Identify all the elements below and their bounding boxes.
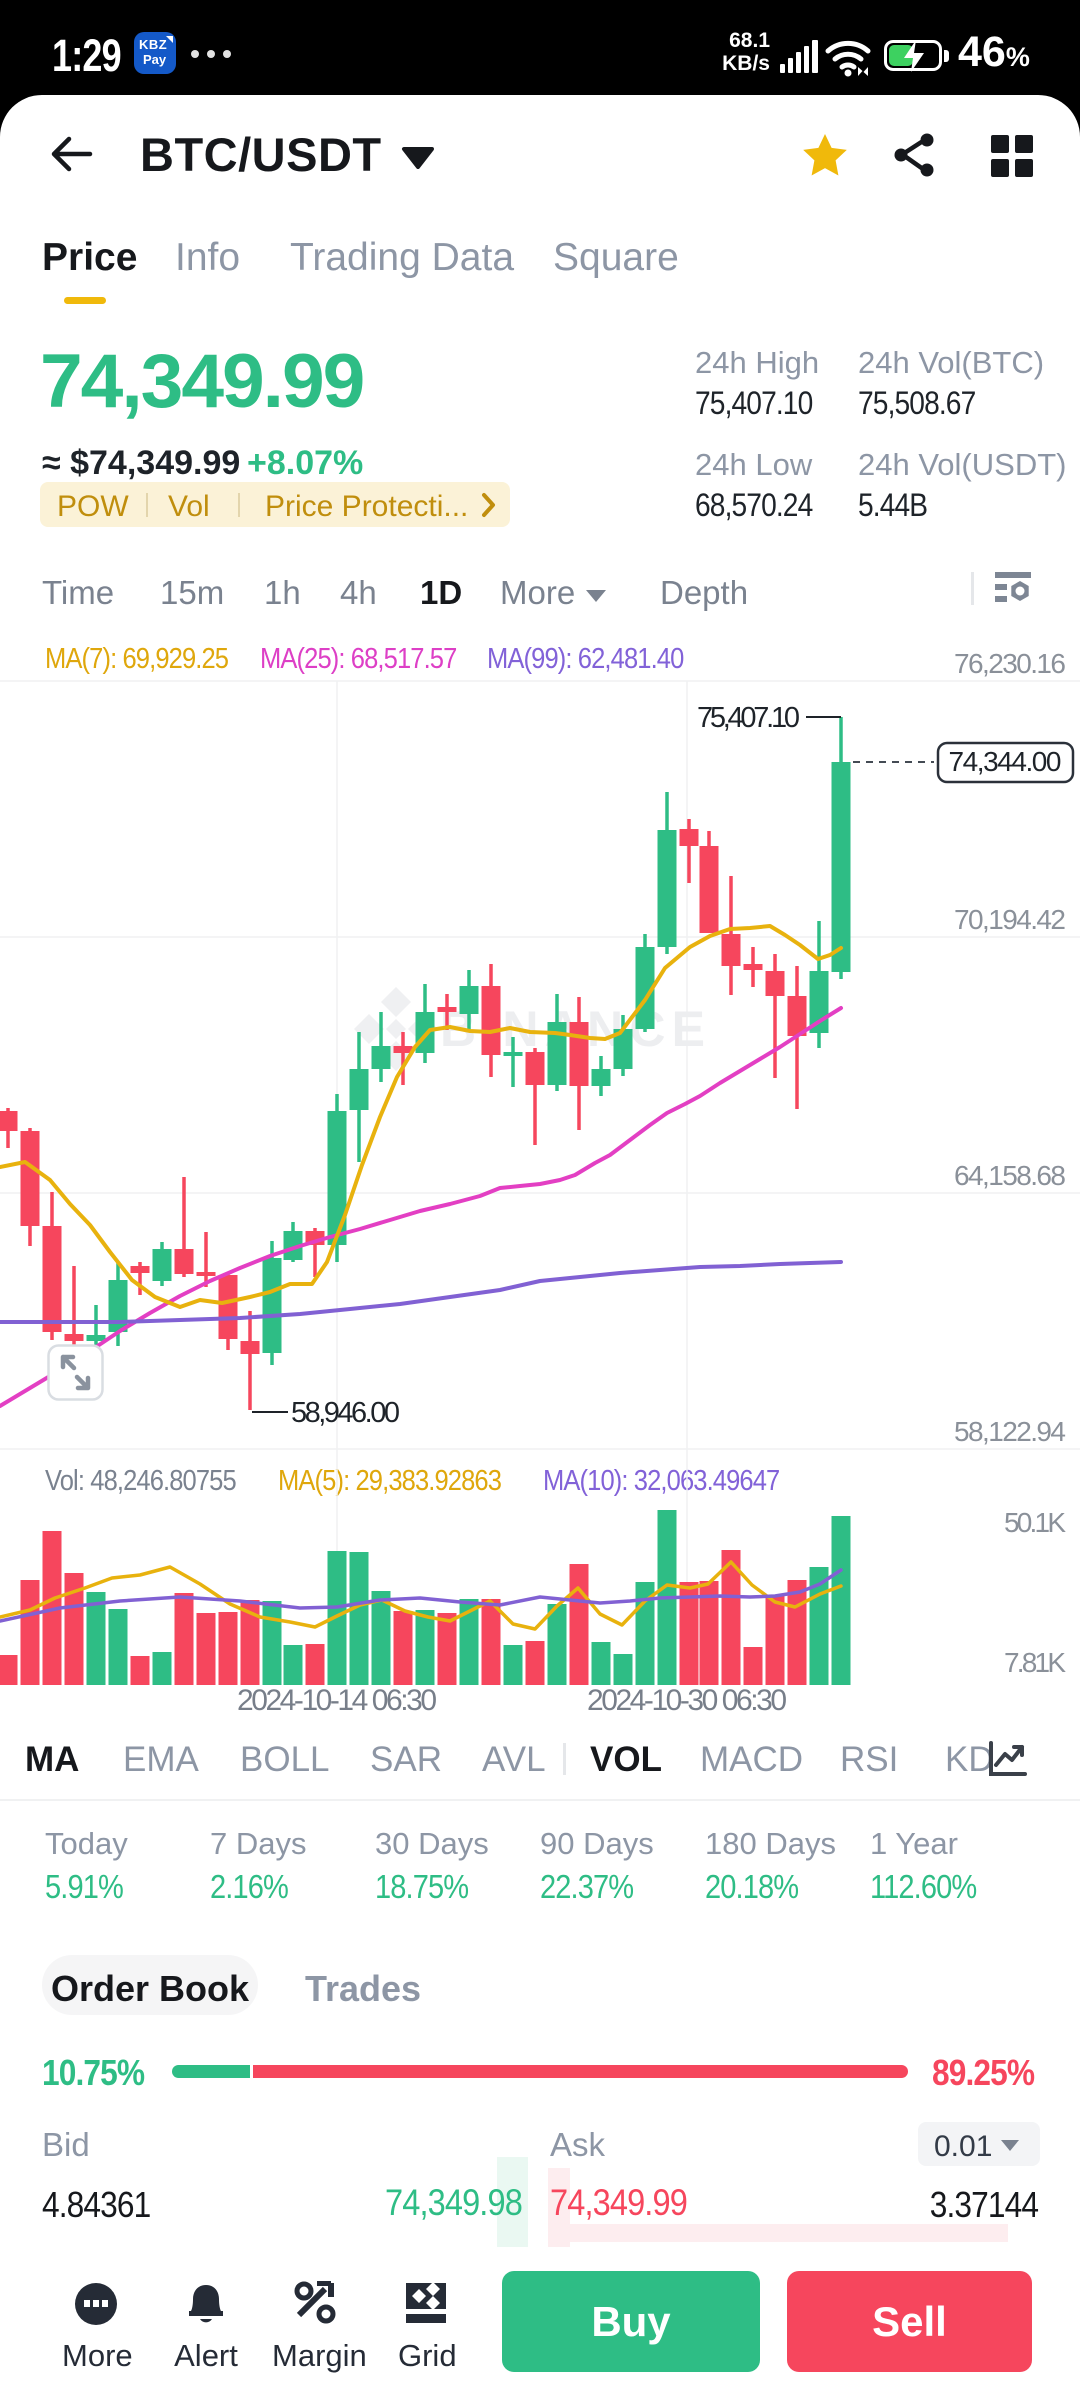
svg-text:58,122.94: 58,122.94: [954, 1416, 1066, 1447]
svg-text:76,230.16: 76,230.16: [954, 648, 1066, 679]
svg-text:7.81K: 7.81K: [1004, 1647, 1066, 1678]
svg-text:50.1K: 50.1K: [1004, 1507, 1066, 1538]
svg-text:2024-10-30 06:30: 2024-10-30 06:30: [587, 1684, 787, 1717]
svg-text:75,407.10: 75,407.10: [697, 702, 800, 734]
svg-text:74,344.00: 74,344.00: [949, 746, 1062, 777]
svg-text:58,946.00: 58,946.00: [291, 1397, 400, 1429]
svg-text:64,158.68: 64,158.68: [954, 1160, 1066, 1191]
svg-text:2024-10-14 06:30: 2024-10-14 06:30: [237, 1684, 437, 1717]
svg-text:70,194.42: 70,194.42: [954, 904, 1066, 935]
